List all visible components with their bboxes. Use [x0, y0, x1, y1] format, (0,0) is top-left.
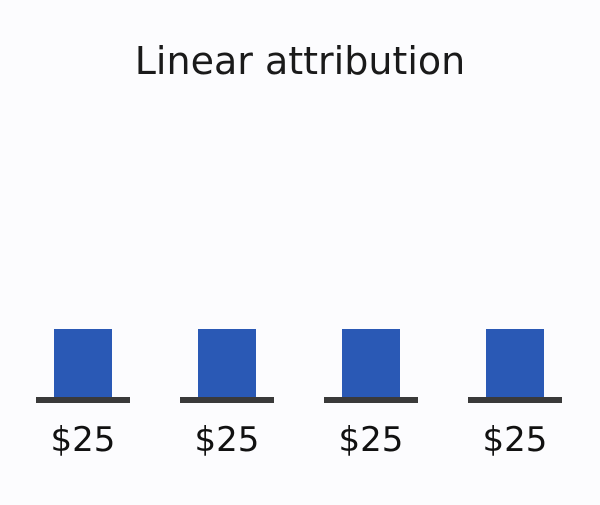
bar-value-label-2: $25: [195, 420, 260, 460]
bar-baseline-3: [324, 397, 418, 403]
bar-baseline-1: [36, 397, 130, 403]
bar-value-label-4: $25: [483, 420, 548, 460]
bar-value-label-3: $25: [339, 420, 404, 460]
bars-layer: $25 $25 $25 $25: [36, 329, 562, 460]
bar-2: [198, 329, 256, 397]
bar-4: [486, 329, 544, 397]
bar-baseline-4: [468, 397, 562, 403]
bar-baseline-2: [180, 397, 274, 403]
chart-title: Linear attribution: [135, 39, 465, 83]
bar-value-label-1: $25: [51, 420, 116, 460]
bar-3: [342, 329, 400, 397]
bar-1: [54, 329, 112, 397]
